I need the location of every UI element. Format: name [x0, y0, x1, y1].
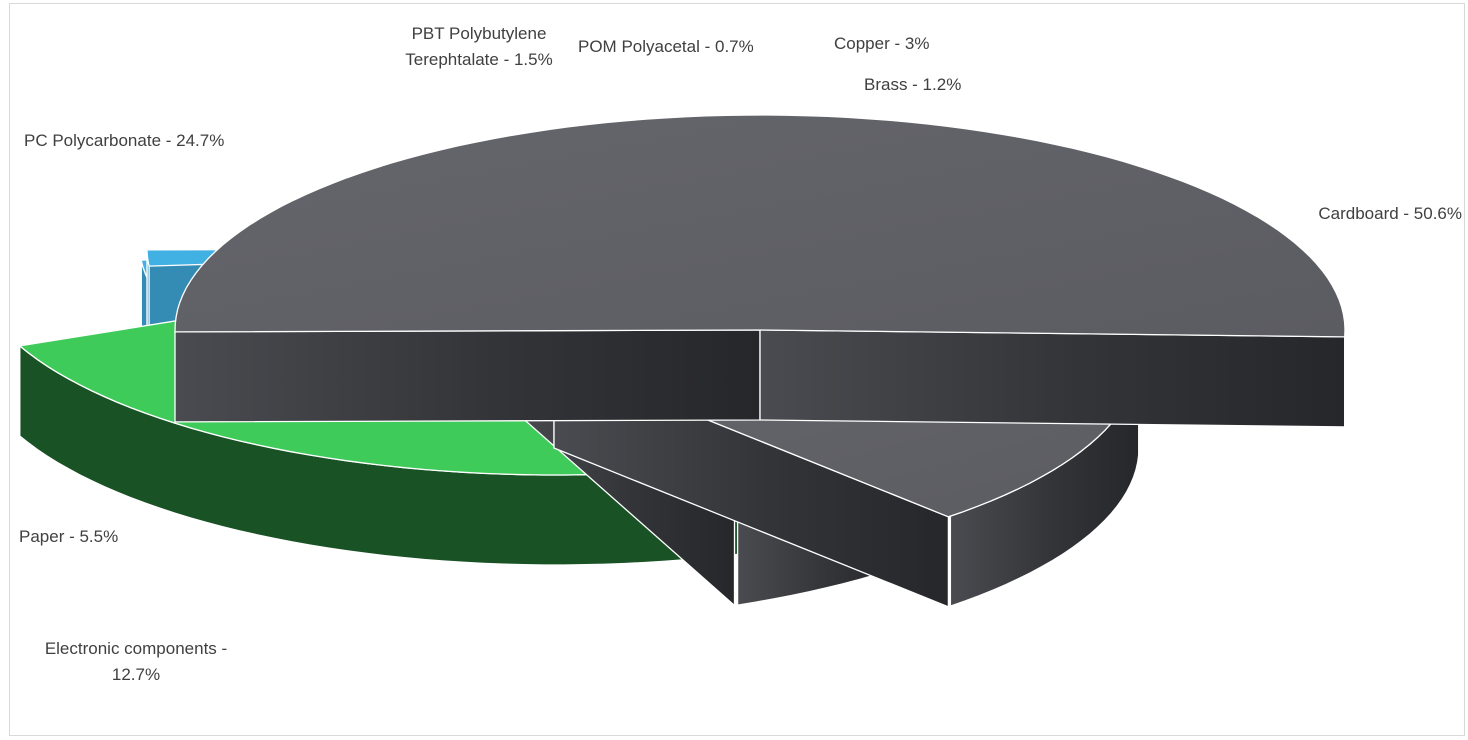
data-label: Paper - 5.5%	[19, 527, 118, 546]
slice-wall-end	[759, 329, 1346, 428]
data-label: Cardboard - 50.6%	[1318, 204, 1462, 223]
data-label: Electronic components -12.7%	[45, 639, 227, 684]
data-label: PC Polycarbonate - 24.7%	[24, 131, 224, 150]
data-label: POM Polyacetal - 0.7%	[578, 37, 754, 56]
data-label: PBT Polybutylene Terephtalate - 1.5%	[405, 24, 552, 69]
data-label: Copper - 3%	[834, 34, 929, 53]
slice-cardboard	[174, 114, 1346, 428]
slice-top	[174, 114, 1346, 338]
data-label: Brass - 1.2%	[864, 75, 961, 94]
slice-wall-start	[174, 329, 761, 423]
